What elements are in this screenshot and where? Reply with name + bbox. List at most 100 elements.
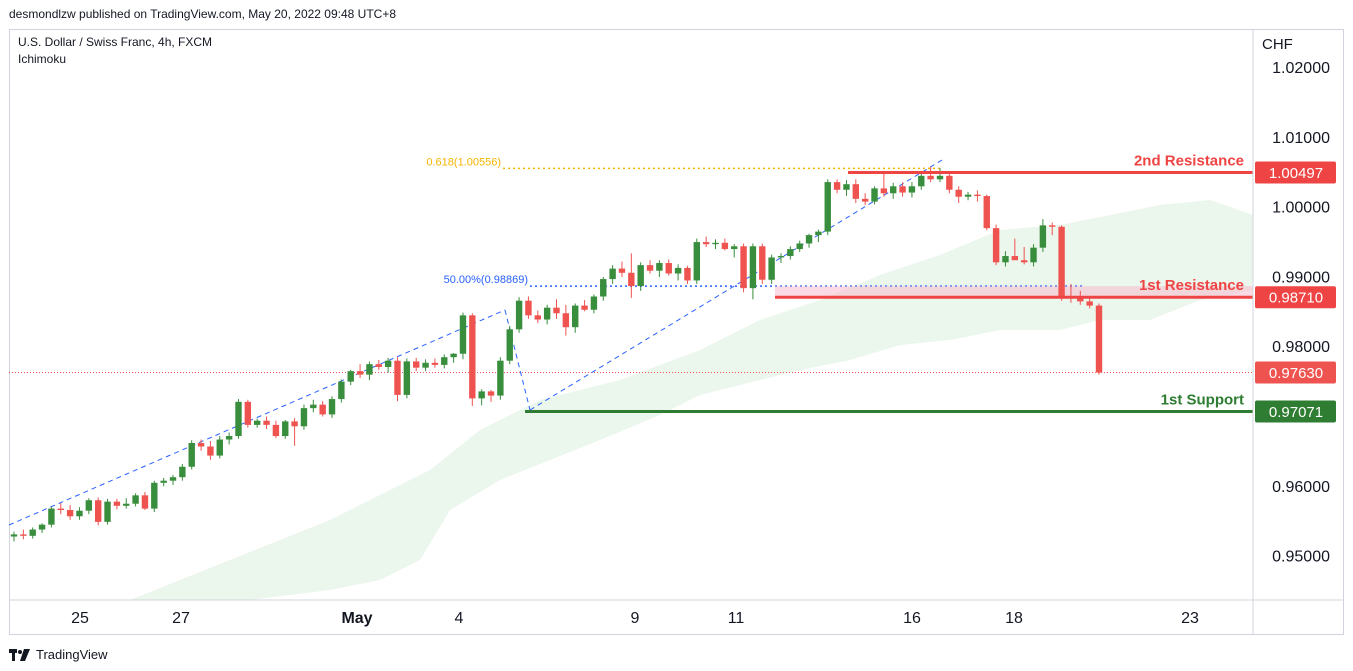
candle-down: [1011, 238, 1019, 261]
candle-down: [291, 417, 298, 446]
candle-body: [731, 246, 738, 250]
candle-up: [936, 168, 944, 183]
candle-up: [890, 182, 897, 199]
candle-body: [721, 242, 729, 250]
candle-body: [693, 242, 701, 281]
candle-body: [684, 267, 691, 281]
footer-brand[interactable]: TradingView: [9, 647, 108, 662]
candle-body: [487, 391, 495, 396]
candle-up: [787, 246, 794, 260]
candle-body: [113, 501, 121, 506]
candle-body: [1030, 247, 1037, 263]
y-tick-label: 1.00000: [1272, 200, 1330, 217]
candle-body: [1086, 301, 1093, 306]
candle-up: [637, 262, 644, 291]
x-tick-label: 16: [903, 610, 921, 627]
candle-down: [525, 296, 532, 319]
candle-body: [674, 267, 682, 274]
candle-body: [1058, 226, 1065, 297]
candle-down: [197, 439, 205, 451]
candle-body: [899, 186, 906, 193]
candle-body: [955, 189, 962, 197]
candle-body: [992, 228, 1000, 263]
support-1-label: 1st Support: [1161, 392, 1244, 409]
candle-body: [300, 408, 308, 427]
candle-up: [10, 531, 18, 542]
candle-up: [188, 440, 195, 470]
candle-up: [1030, 244, 1037, 267]
candle-up: [422, 359, 429, 372]
candle-body: [880, 188, 888, 194]
candle-body: [141, 495, 149, 509]
candle-body: [235, 401, 242, 437]
candle-body: [946, 175, 953, 190]
candle-down: [927, 166, 934, 183]
x-tick-label: May: [341, 610, 372, 627]
candle-up: [76, 507, 83, 520]
resistance-zone: [775, 286, 1253, 298]
candle-up: [843, 180, 850, 197]
candle-body: [656, 263, 663, 271]
candle-up: [216, 436, 223, 459]
x-tick-label: 4: [455, 610, 464, 627]
candle-body: [431, 362, 439, 365]
candle-up: [310, 399, 317, 413]
candle-body: [48, 508, 55, 525]
candle-body: [628, 272, 635, 287]
candle-body: [29, 529, 36, 536]
candle-body: [197, 443, 205, 447]
x-tick-label: 25: [71, 610, 89, 627]
candle-body: [964, 194, 972, 197]
candle-body: [57, 508, 64, 510]
candle-body: [151, 482, 158, 509]
candle-down: [702, 236, 710, 247]
candle-up: [235, 399, 242, 439]
resistance-1-price-badge: [1255, 286, 1336, 309]
candle-down: [553, 299, 560, 319]
candle-down: [740, 243, 747, 293]
candle-body: [534, 315, 541, 320]
candle-down: [207, 440, 214, 460]
candle-body: [1049, 225, 1056, 227]
candle-body: [890, 186, 897, 194]
candle-body: [188, 443, 195, 467]
reference-lines: 0.618(1.00556) 50.00%(0.98869): [8, 156, 1253, 526]
resistance-2-price-text: 1.00497: [1269, 165, 1323, 182]
candle-down: [1058, 225, 1065, 301]
candle-body: [422, 362, 429, 368]
candle-body: [375, 364, 382, 367]
candle-up: [656, 260, 663, 277]
candle-up: [543, 304, 551, 325]
candle-body: [740, 246, 747, 289]
candle-down: [899, 182, 906, 197]
candle-down: [861, 193, 869, 206]
y-tick-label: 0.95000: [1272, 549, 1330, 566]
candle-body: [936, 175, 944, 180]
y-tick-label: 1.02000: [1272, 60, 1330, 77]
candle-down: [759, 243, 766, 284]
candle-up: [225, 432, 233, 445]
candle-body: [179, 466, 186, 478]
candle-body: [225, 436, 233, 440]
trend-line: [8, 309, 506, 526]
candle-body: [1095, 305, 1103, 373]
fib-level-label: 50.00%(0.98869): [444, 274, 528, 286]
candle-up: [384, 357, 392, 373]
candle-up: [160, 477, 167, 487]
candle-body: [20, 534, 27, 536]
candle-down: [534, 310, 541, 324]
candle-body: [66, 510, 74, 517]
candle-body: [282, 421, 289, 437]
candle-up: [1039, 219, 1047, 252]
axes: CHF 1.02000 1.01000 1.00000 0.99000 0.98000 0.…: [9, 29, 1344, 635]
candle-body: [1077, 297, 1084, 302]
candle-down: [955, 186, 962, 204]
candle-down: [412, 357, 420, 372]
symbol-legend[interactable]: U.S. Dollar / Swiss Franc, 4h, FXCM: [18, 35, 213, 49]
indicator-legend[interactable]: Ichimoku: [18, 52, 67, 66]
x-tick-label: 27: [172, 610, 190, 627]
candle-down: [1095, 303, 1103, 375]
candle-body: [253, 420, 261, 425]
candle-up: [338, 379, 345, 403]
